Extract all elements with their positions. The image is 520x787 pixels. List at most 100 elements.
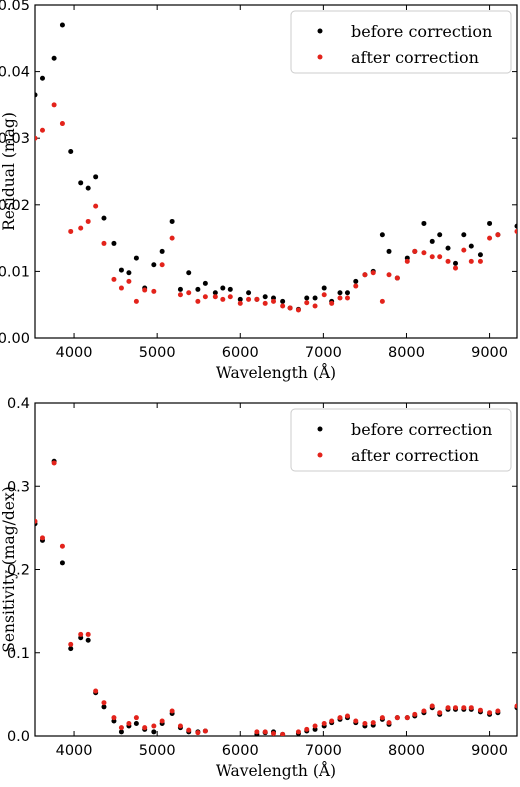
data-point <box>445 258 451 264</box>
data-point <box>262 294 268 300</box>
data-point <box>142 287 148 293</box>
data-point <box>453 705 459 711</box>
x-axis-label: Wavelength (Å) <box>216 762 336 780</box>
legend-box <box>290 408 512 472</box>
data-point <box>337 290 343 296</box>
data-point <box>195 730 201 736</box>
data-point <box>386 248 392 254</box>
data-point <box>111 240 117 246</box>
data-point <box>487 710 493 716</box>
data-point <box>254 729 260 735</box>
data-point <box>304 295 310 301</box>
data-point <box>461 232 467 238</box>
data-point <box>220 296 226 302</box>
data-point <box>461 705 467 711</box>
data-point <box>344 295 350 301</box>
data-point <box>280 731 286 736</box>
data-point <box>85 185 91 191</box>
y-tick-label: 0.01 <box>0 264 30 280</box>
data-point <box>453 265 459 271</box>
data-point <box>35 92 38 98</box>
data-point <box>78 631 84 637</box>
data-point <box>412 711 418 717</box>
y-tick-label: 0.0 <box>7 729 30 745</box>
data-point <box>68 641 74 647</box>
x-tick-label: 5000 <box>139 743 176 759</box>
data-point <box>151 262 157 268</box>
x-tick-label: 7000 <box>305 743 342 759</box>
data-point <box>93 203 99 209</box>
data-point <box>133 255 139 261</box>
series-after-correction <box>35 460 517 736</box>
y-tick-label: 0.3 <box>7 479 30 495</box>
data-point <box>429 238 435 244</box>
data-point <box>321 285 327 291</box>
data-point <box>202 280 208 286</box>
y-axis-label: Residual (mag) <box>0 112 18 231</box>
data-point <box>394 275 400 281</box>
data-point <box>227 294 233 300</box>
data-point <box>280 303 286 309</box>
data-point <box>159 248 165 254</box>
data-point <box>304 300 310 306</box>
data-point <box>101 215 107 221</box>
data-point <box>101 240 107 246</box>
y-tick-label: 0.00 <box>0 331 30 347</box>
data-point <box>151 729 157 735</box>
data-point <box>287 305 293 311</box>
data-point <box>404 715 410 721</box>
data-point <box>468 243 474 249</box>
data-point <box>220 285 226 291</box>
data-point <box>93 688 99 694</box>
data-point <box>118 285 124 291</box>
data-point <box>59 121 65 127</box>
data-point <box>495 708 501 714</box>
data-point <box>202 294 208 300</box>
legend-box <box>290 10 512 74</box>
legend-marker <box>317 54 323 60</box>
data-point <box>186 727 192 733</box>
data-point <box>101 704 107 710</box>
data-point <box>68 228 74 234</box>
data-point <box>337 715 343 721</box>
y-tick-label: 0.03 <box>0 131 30 147</box>
data-point <box>353 278 359 284</box>
series-after-correction <box>35 102 517 313</box>
data-point <box>445 705 451 711</box>
chart-panel-2: 4000 5000 6000 7000 8000 9000 0.0 0.1 0.2 0.3 0.4 W… <box>0 396 518 780</box>
y-tick-label: 0.1 <box>7 646 30 662</box>
data-point <box>487 220 493 226</box>
data-point <box>151 723 157 729</box>
data-point <box>177 292 183 298</box>
data-point <box>379 232 385 238</box>
data-point <box>59 22 65 28</box>
x-tick-label: 4000 <box>56 345 93 361</box>
data-point <box>101 700 107 706</box>
data-point <box>85 218 91 224</box>
data-point <box>468 705 474 711</box>
legend: before correction after correction <box>290 408 512 472</box>
data-point <box>477 258 483 264</box>
legend-label: after correction <box>351 446 479 465</box>
data-point <box>151 288 157 294</box>
data-point <box>453 260 459 266</box>
data-point <box>421 250 427 256</box>
legend-marker <box>317 426 323 432</box>
data-point <box>111 715 117 721</box>
x-tick-label: 9000 <box>471 743 508 759</box>
data-point <box>386 272 392 278</box>
data-point <box>202 728 208 734</box>
data-point <box>461 247 467 253</box>
data-point <box>59 560 65 566</box>
data-point <box>142 725 148 731</box>
data-point <box>312 295 318 301</box>
data-point <box>237 296 243 302</box>
data-point <box>421 220 427 226</box>
data-point <box>394 715 400 721</box>
x-tick-label: 8000 <box>388 345 425 361</box>
data-point <box>514 703 517 709</box>
data-point <box>254 296 260 302</box>
y-axis-label: Sensitivity (mag/dex) <box>0 486 18 653</box>
data-point <box>246 290 252 296</box>
